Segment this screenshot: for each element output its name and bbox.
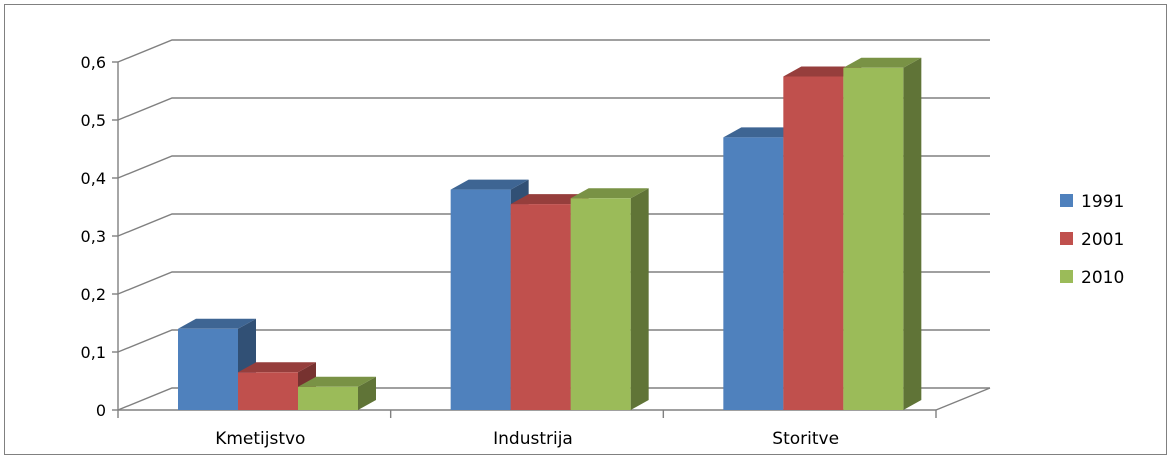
bar-top bbox=[510, 194, 589, 205]
bar-top bbox=[298, 376, 376, 387]
y-axis-ticks: 0 0,1 0,2 0,3 0,4 0,5 0,6 bbox=[81, 53, 106, 420]
bar-side bbox=[630, 188, 649, 410]
y-tick-label: 0,5 bbox=[81, 111, 106, 130]
y-tick-label: 0,1 bbox=[81, 343, 106, 362]
gridlines bbox=[117, 39, 990, 411]
bar-2010-Industrija bbox=[570, 188, 649, 410]
bar-side bbox=[903, 57, 922, 411]
x-category-label: Storitve bbox=[772, 429, 839, 449]
legend-swatch bbox=[1060, 232, 1073, 245]
x-category-label: Industrija bbox=[493, 429, 573, 449]
bar-1991-Kmetijstvo bbox=[178, 318, 256, 410]
bars bbox=[178, 57, 922, 411]
bar-front bbox=[843, 67, 904, 411]
gridline bbox=[117, 39, 990, 63]
bar-front bbox=[783, 76, 844, 410]
bar-front bbox=[178, 328, 238, 410]
bar-front bbox=[450, 189, 511, 410]
bar-front bbox=[570, 198, 631, 410]
bar-top bbox=[843, 57, 922, 68]
y-tick-label: 0 bbox=[96, 401, 106, 420]
gridline bbox=[117, 329, 990, 353]
bar-top bbox=[570, 188, 649, 199]
legend-label: 1991 bbox=[1081, 192, 1124, 212]
bar-front bbox=[238, 372, 298, 410]
bar-front bbox=[510, 204, 571, 410]
gridline bbox=[117, 271, 990, 295]
bar-top bbox=[783, 66, 862, 77]
bar-front bbox=[723, 137, 784, 410]
gridline bbox=[117, 155, 990, 179]
bar-front bbox=[298, 386, 358, 410]
bar-top bbox=[450, 179, 529, 190]
legend-label: 2010 bbox=[1081, 268, 1124, 288]
bar-top bbox=[238, 362, 316, 373]
bar-2010-Storitve bbox=[843, 57, 922, 411]
floor-edge bbox=[935, 387, 991, 411]
bar-side bbox=[358, 376, 376, 410]
gridline bbox=[117, 213, 990, 237]
x-category-label: Kmetijstvo bbox=[215, 429, 305, 449]
legend: 1991 2001 2010 bbox=[1060, 192, 1124, 288]
bar-top bbox=[723, 127, 802, 138]
bar-2010-Kmetijstvo bbox=[298, 376, 376, 410]
y-tick-label: 0,3 bbox=[81, 227, 106, 246]
x-axis-categories: Kmetijstvo Industrija Storitve bbox=[215, 429, 839, 449]
bar-top bbox=[178, 318, 256, 329]
gridline bbox=[117, 97, 990, 121]
gridline bbox=[117, 387, 990, 411]
legend-swatch bbox=[1060, 194, 1073, 207]
legend-label: 2001 bbox=[1081, 230, 1124, 250]
y-tick-label: 0,2 bbox=[81, 285, 106, 304]
legend-swatch bbox=[1060, 270, 1073, 283]
y-tick-label: 0,6 bbox=[81, 53, 106, 72]
bar-2001-Kmetijstvo bbox=[238, 362, 316, 410]
y-tick-label: 0,4 bbox=[81, 169, 106, 188]
